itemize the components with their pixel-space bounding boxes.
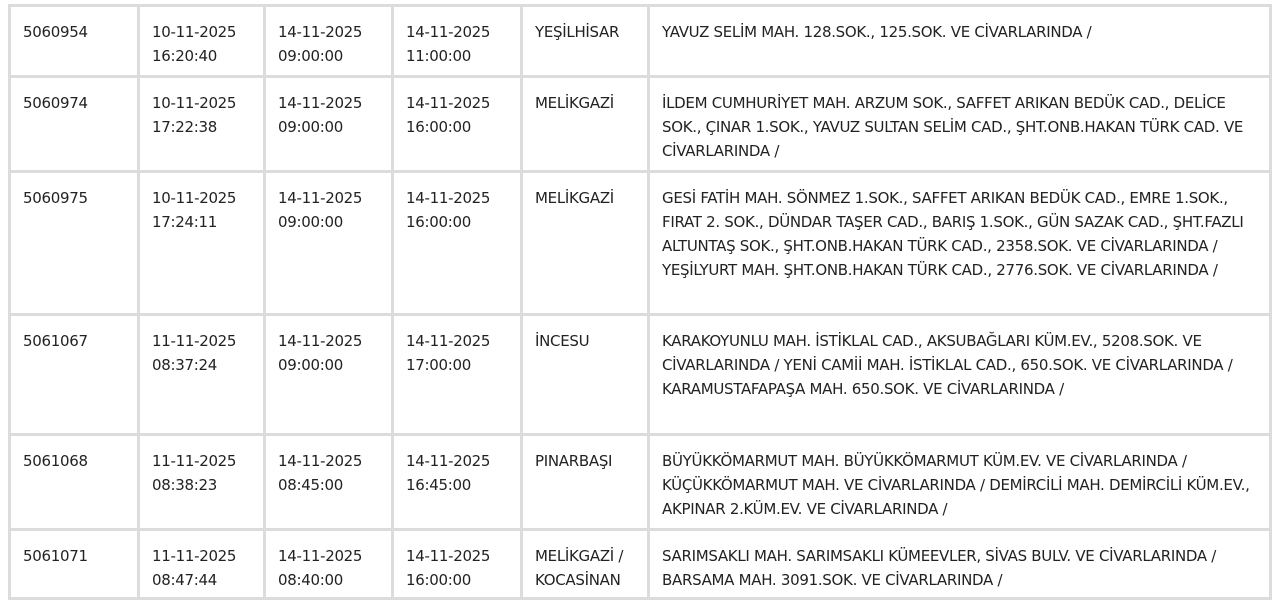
end-end-date: 14-11-2025: [406, 189, 491, 207]
created-created-time: 08:38:23: [152, 476, 217, 494]
id-cell: 5061071: [8, 528, 140, 600]
start-start-date: 14-11-2025: [278, 23, 363, 41]
created-cell: 10-11-2025 17:24:11: [137, 170, 266, 316]
end-cell: 14-11-2025 16:45:00: [391, 433, 523, 531]
created-created-time: 17:24:11: [152, 213, 217, 231]
end-end-date: 14-11-2025: [406, 94, 491, 112]
id-cell: 5060974: [8, 75, 140, 173]
end-cell: 14-11-2025 11:00:00: [391, 4, 523, 78]
created-created-time: 17:22:38: [152, 118, 217, 136]
created-created-date: 10-11-2025: [152, 23, 237, 41]
end-end-time: 11:00:00: [406, 47, 471, 65]
start-start-time: 09:00:00: [278, 47, 343, 65]
id-id: 5060974: [23, 94, 88, 112]
start-cell: 14-11-2025 08:45:00: [263, 433, 394, 531]
id-cell: 5060975: [8, 170, 140, 316]
end-cell: 14-11-2025 16:00:00: [391, 528, 523, 600]
locations-locations: BÜYÜKKÖMARMUT MAH. BÜYÜKKÖMARMUT KÜM.EV.…: [662, 452, 1250, 518]
created-created-time: 08:47:44: [152, 571, 217, 589]
end-end-time: 16:00:00: [406, 213, 471, 231]
start-cell: 14-11-2025 09:00:00: [263, 75, 394, 173]
table-row: 5060975 10-11-2025 17:24:11 14-11-2025 09:00…: [8, 170, 1272, 316]
locations-locations: GESİ FATİH MAH. SÖNMEZ 1.SOK., SAFFET AR…: [662, 189, 1244, 279]
created-created-date: 10-11-2025: [152, 189, 237, 207]
created-cell: 11-11-2025 08:47:44: [137, 528, 266, 600]
locations-cell: KARAKOYUNLU MAH. İSTİKLAL CAD., AKSUBAĞL…: [647, 313, 1272, 436]
district-cell: YEŞİLHİSAR: [520, 4, 650, 78]
district-district: YEŞİLHİSAR: [535, 23, 620, 41]
table-row: 5061067 11-11-2025 08:37:24 14-11-2025 09:00…: [8, 313, 1272, 436]
id-id: 5061071: [23, 547, 88, 565]
created-cell: 10-11-2025 16:20:40: [137, 4, 266, 78]
locations-cell: GESİ FATİH MAH. SÖNMEZ 1.SOK., SAFFET AR…: [647, 170, 1272, 316]
id-cell: 5061068: [8, 433, 140, 531]
end-cell: 14-11-2025 17:00:00: [391, 313, 523, 436]
created-cell: 10-11-2025 17:22:38: [137, 75, 266, 173]
district-cell: MELİKGAZİ: [520, 170, 650, 316]
start-start-time: 08:40:00: [278, 571, 343, 589]
district-district: MELİKGAZİ: [535, 94, 614, 112]
start-cell: 14-11-2025 08:40:00: [263, 528, 394, 600]
created-created-date: 11-11-2025: [152, 332, 237, 350]
id-id: 5060975: [23, 189, 88, 207]
start-start-date: 14-11-2025: [278, 547, 363, 565]
district-cell: MELİKGAZİ: [520, 75, 650, 173]
id-id: 5061067: [23, 332, 88, 350]
locations-locations: İLDEM CUMHURİYET MAH. ARZUM SOK., SAFFET…: [662, 94, 1244, 160]
table-row: 5060954 10-11-2025 16:20:40 14-11-2025 09:00…: [8, 4, 1272, 78]
created-cell: 11-11-2025 08:37:24: [137, 313, 266, 436]
locations-locations: YAVUZ SELİM MAH. 128.SOK., 125.SOK. VE C…: [662, 23, 1092, 41]
table-row: 5061068 11-11-2025 08:38:23 14-11-2025 08:45…: [8, 433, 1272, 531]
id-id: 5060954: [23, 23, 88, 41]
end-cell: 14-11-2025 16:00:00: [391, 170, 523, 316]
table-row: 5060974 10-11-2025 17:22:38 14-11-2025 09:00…: [8, 75, 1272, 173]
district-district: PINARBAŞI: [535, 452, 613, 470]
end-end-time: 16:00:00: [406, 571, 471, 589]
start-start-time: 08:45:00: [278, 476, 343, 494]
id-cell: 5060954: [8, 4, 140, 78]
end-end-time: 17:00:00: [406, 356, 471, 374]
end-end-date: 14-11-2025: [406, 547, 491, 565]
created-created-time: 08:37:24: [152, 356, 217, 374]
district-district: MELİKGAZİ: [535, 189, 614, 207]
end-end-date: 14-11-2025: [406, 23, 491, 41]
locations-locations: KARAKOYUNLU MAH. İSTİKLAL CAD., AKSUBAĞL…: [662, 332, 1233, 398]
locations-cell: SARIMSAKLI MAH. SARIMSAKLI KÜMEEVLER, Sİ…: [647, 528, 1272, 600]
district-cell: İNCESU: [520, 313, 650, 436]
locations-cell: YAVUZ SELİM MAH. 128.SOK., 125.SOK. VE C…: [647, 4, 1272, 78]
locations-cell: BÜYÜKKÖMARMUT MAH. BÜYÜKKÖMARMUT KÜM.EV.…: [647, 433, 1272, 531]
start-start-time: 09:00:00: [278, 356, 343, 374]
table-row: 5061071 11-11-2025 08:47:44 14-11-2025 08:40…: [8, 528, 1272, 600]
created-cell: 11-11-2025 08:38:23: [137, 433, 266, 531]
locations-cell: İLDEM CUMHURİYET MAH. ARZUM SOK., SAFFET…: [647, 75, 1272, 173]
locations-locations: SARIMSAKLI MAH. SARIMSAKLI KÜMEEVLER, Sİ…: [662, 547, 1217, 589]
start-start-date: 14-11-2025: [278, 332, 363, 350]
start-start-date: 14-11-2025: [278, 189, 363, 207]
start-start-date: 14-11-2025: [278, 452, 363, 470]
end-cell: 14-11-2025 16:00:00: [391, 75, 523, 173]
outage-table: 5060954 10-11-2025 16:20:40 14-11-2025 09:00…: [8, 4, 1272, 600]
start-cell: 14-11-2025 09:00:00: [263, 4, 394, 78]
end-end-date: 14-11-2025: [406, 332, 491, 350]
start-start-time: 09:00:00: [278, 118, 343, 136]
created-created-time: 16:20:40: [152, 47, 217, 65]
start-start-time: 09:00:00: [278, 213, 343, 231]
created-created-date: 11-11-2025: [152, 452, 237, 470]
end-end-time: 16:00:00: [406, 118, 471, 136]
end-end-time: 16:45:00: [406, 476, 471, 494]
created-created-date: 11-11-2025: [152, 547, 237, 565]
district-cell: PINARBAŞI: [520, 433, 650, 531]
start-cell: 14-11-2025 09:00:00: [263, 313, 394, 436]
start-start-date: 14-11-2025: [278, 94, 363, 112]
id-cell: 5061067: [8, 313, 140, 436]
created-created-date: 10-11-2025: [152, 94, 237, 112]
start-cell: 14-11-2025 09:00:00: [263, 170, 394, 316]
district-district: İNCESU: [535, 332, 590, 350]
district-district: MELİKGAZİ / KOCASİNAN: [535, 547, 624, 589]
district-cell: MELİKGAZİ / KOCASİNAN: [520, 528, 650, 600]
end-end-date: 14-11-2025: [406, 452, 491, 470]
id-id: 5061068: [23, 452, 88, 470]
